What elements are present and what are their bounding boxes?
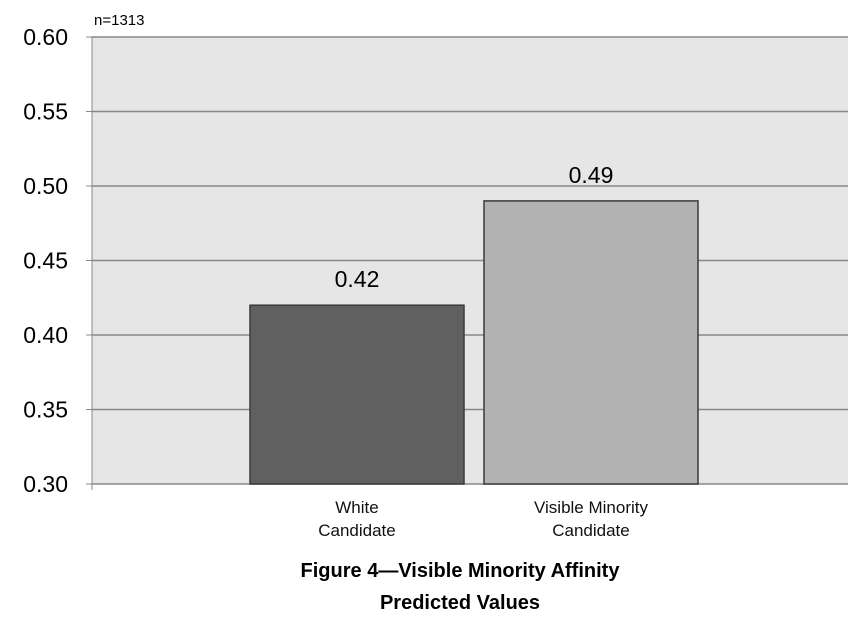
bar: [249, 304, 465, 485]
bar-value-label: 0.49: [569, 162, 614, 188]
y-tick-label: 0.30: [23, 471, 68, 497]
category-labels: White Candidate Visible Minority Candidate: [318, 498, 648, 540]
bar: [483, 200, 699, 485]
y-axis-ticks: 0.30 0.35 0.40 0.45 0.50 0.55 0.60: [23, 24, 92, 497]
chart-title-line-1: Figure 4—Visible Minority Affinity: [301, 560, 621, 582]
category-label: Visible Minority: [534, 498, 649, 517]
y-tick-label: 0.35: [23, 397, 68, 423]
gridlines: [92, 36, 848, 485]
chart-title-line-2: Predicted Values: [380, 592, 540, 614]
category-label: Candidate: [552, 521, 630, 540]
sample-size-note: n=1313: [94, 12, 144, 29]
bars: [249, 200, 699, 485]
value-labels: 0.42 0.49: [335, 162, 614, 292]
bar-value-label: 0.42: [335, 266, 380, 292]
category-label: White: [335, 498, 378, 517]
category-label: Candidate: [318, 521, 396, 540]
y-tick-label: 0.40: [23, 322, 68, 348]
y-tick-label: 0.55: [23, 99, 68, 125]
y-tick-label: 0.60: [23, 24, 68, 50]
y-tick-label: 0.45: [23, 248, 68, 274]
y-tick-label: 0.50: [23, 173, 68, 199]
